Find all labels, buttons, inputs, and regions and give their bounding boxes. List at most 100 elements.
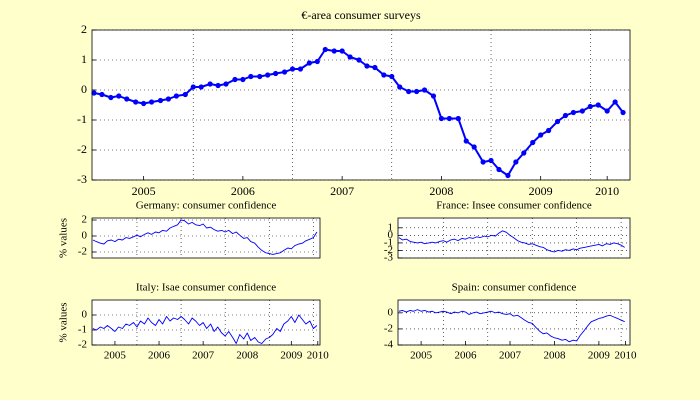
data-point — [587, 103, 593, 110]
data-point — [339, 48, 345, 54]
data-point — [364, 63, 370, 69]
y-axis-label: % values — [58, 218, 70, 258]
y-tick-label: -2 — [78, 246, 87, 258]
chart-title: Spain: consumer confidence — [452, 282, 577, 294]
x-tick-label: 2007 — [499, 350, 522, 362]
y-tick-label: -2 — [384, 244, 393, 256]
data-point — [421, 87, 428, 93]
data-point — [108, 94, 114, 101]
x-tick-label: 2006 — [148, 350, 171, 362]
data-point — [413, 88, 420, 95]
y-tick-label: 0 — [388, 229, 394, 241]
data-line — [92, 219, 318, 255]
chart-title: Germany: consumer confidence — [136, 200, 277, 212]
data-point — [248, 73, 254, 80]
x-tick-label: 2010 — [595, 184, 619, 198]
data-point — [148, 99, 155, 105]
data-point — [257, 73, 263, 80]
x-tick-label: 2009 — [588, 350, 611, 362]
y-tick-label: -2 — [384, 322, 393, 334]
data-point — [232, 76, 238, 83]
y-tick-label: 2 — [81, 22, 87, 36]
data-point — [173, 93, 179, 99]
data-point — [190, 84, 196, 90]
data-point — [438, 115, 445, 122]
data-point — [505, 172, 511, 179]
x-tick-label: 2005 — [132, 184, 156, 198]
data-point — [281, 69, 288, 75]
data-point — [265, 72, 271, 78]
data-point — [604, 108, 610, 114]
y-tick-label: -1 — [77, 112, 87, 126]
data-point — [530, 139, 536, 146]
x-tick-label: 2005 — [410, 350, 433, 362]
data-point — [488, 157, 494, 164]
data-point — [273, 70, 279, 77]
data-point — [546, 127, 552, 134]
data-point — [513, 159, 519, 165]
data-point — [116, 93, 122, 99]
chart-title: €-area consumer surveys — [301, 8, 421, 22]
data-line — [398, 230, 625, 253]
data-point — [215, 82, 221, 89]
plot-area — [92, 300, 320, 345]
plot-area — [92, 30, 630, 180]
x-tick-label: 2006 — [455, 350, 478, 362]
data-point — [446, 115, 452, 122]
data-point — [306, 60, 312, 66]
y-tick-label: -1 — [78, 324, 87, 336]
data-point — [331, 48, 337, 54]
data-point — [463, 138, 469, 144]
plot-border — [91, 29, 631, 181]
y-tick-label: 1 — [388, 221, 394, 233]
y-tick-label: -1 — [384, 236, 393, 248]
y-tick-label: 0 — [82, 230, 88, 242]
chart-title: France: Insee consumer confidence — [436, 200, 592, 212]
x-tick-label: 2005 — [104, 350, 127, 362]
y-tick-label: 0 — [81, 82, 87, 96]
data-point — [347, 54, 353, 60]
data-point — [240, 76, 246, 83]
data-point — [198, 84, 204, 90]
data-point — [289, 66, 296, 72]
y-tick-label: -3 — [77, 172, 87, 186]
plot-border — [91, 217, 321, 259]
data-point — [430, 93, 437, 99]
data-point — [406, 88, 412, 95]
data-point — [455, 115, 461, 122]
y-tick-label: 0 — [82, 309, 88, 321]
data-point — [397, 84, 403, 90]
y-tick-label: 2 — [82, 214, 88, 226]
x-tick-label: 2009 — [529, 184, 553, 198]
x-tick-label: 2010 — [307, 350, 330, 362]
data-point — [165, 96, 172, 102]
x-tick-label: 2007 — [192, 350, 215, 362]
data-point — [99, 91, 105, 98]
data-point — [389, 73, 395, 80]
data-point — [562, 112, 569, 119]
data-point — [496, 166, 502, 173]
chart-title: Italy: Isae consumer confidence — [136, 282, 276, 294]
data-point — [314, 58, 320, 65]
data-point — [141, 100, 147, 107]
data-point — [372, 64, 378, 71]
data-point — [538, 132, 544, 138]
data-point — [521, 150, 527, 156]
y-tick-label: -2 — [78, 339, 87, 351]
y-tick-label: -4 — [384, 339, 394, 351]
data-point — [356, 57, 362, 63]
data-point — [570, 109, 577, 116]
x-tick-label: 2009 — [280, 350, 303, 362]
x-tick-label: 2008 — [236, 350, 259, 362]
data-point — [124, 96, 130, 102]
plot-border — [397, 299, 631, 346]
x-tick-label: 2010 — [615, 350, 638, 362]
data-point — [471, 144, 477, 150]
plot-area — [398, 300, 630, 345]
data-line — [92, 314, 318, 344]
data-point — [480, 159, 486, 165]
x-tick-label: 2006 — [231, 184, 255, 198]
x-tick-label: 2008 — [429, 184, 453, 198]
data-point — [381, 72, 387, 78]
